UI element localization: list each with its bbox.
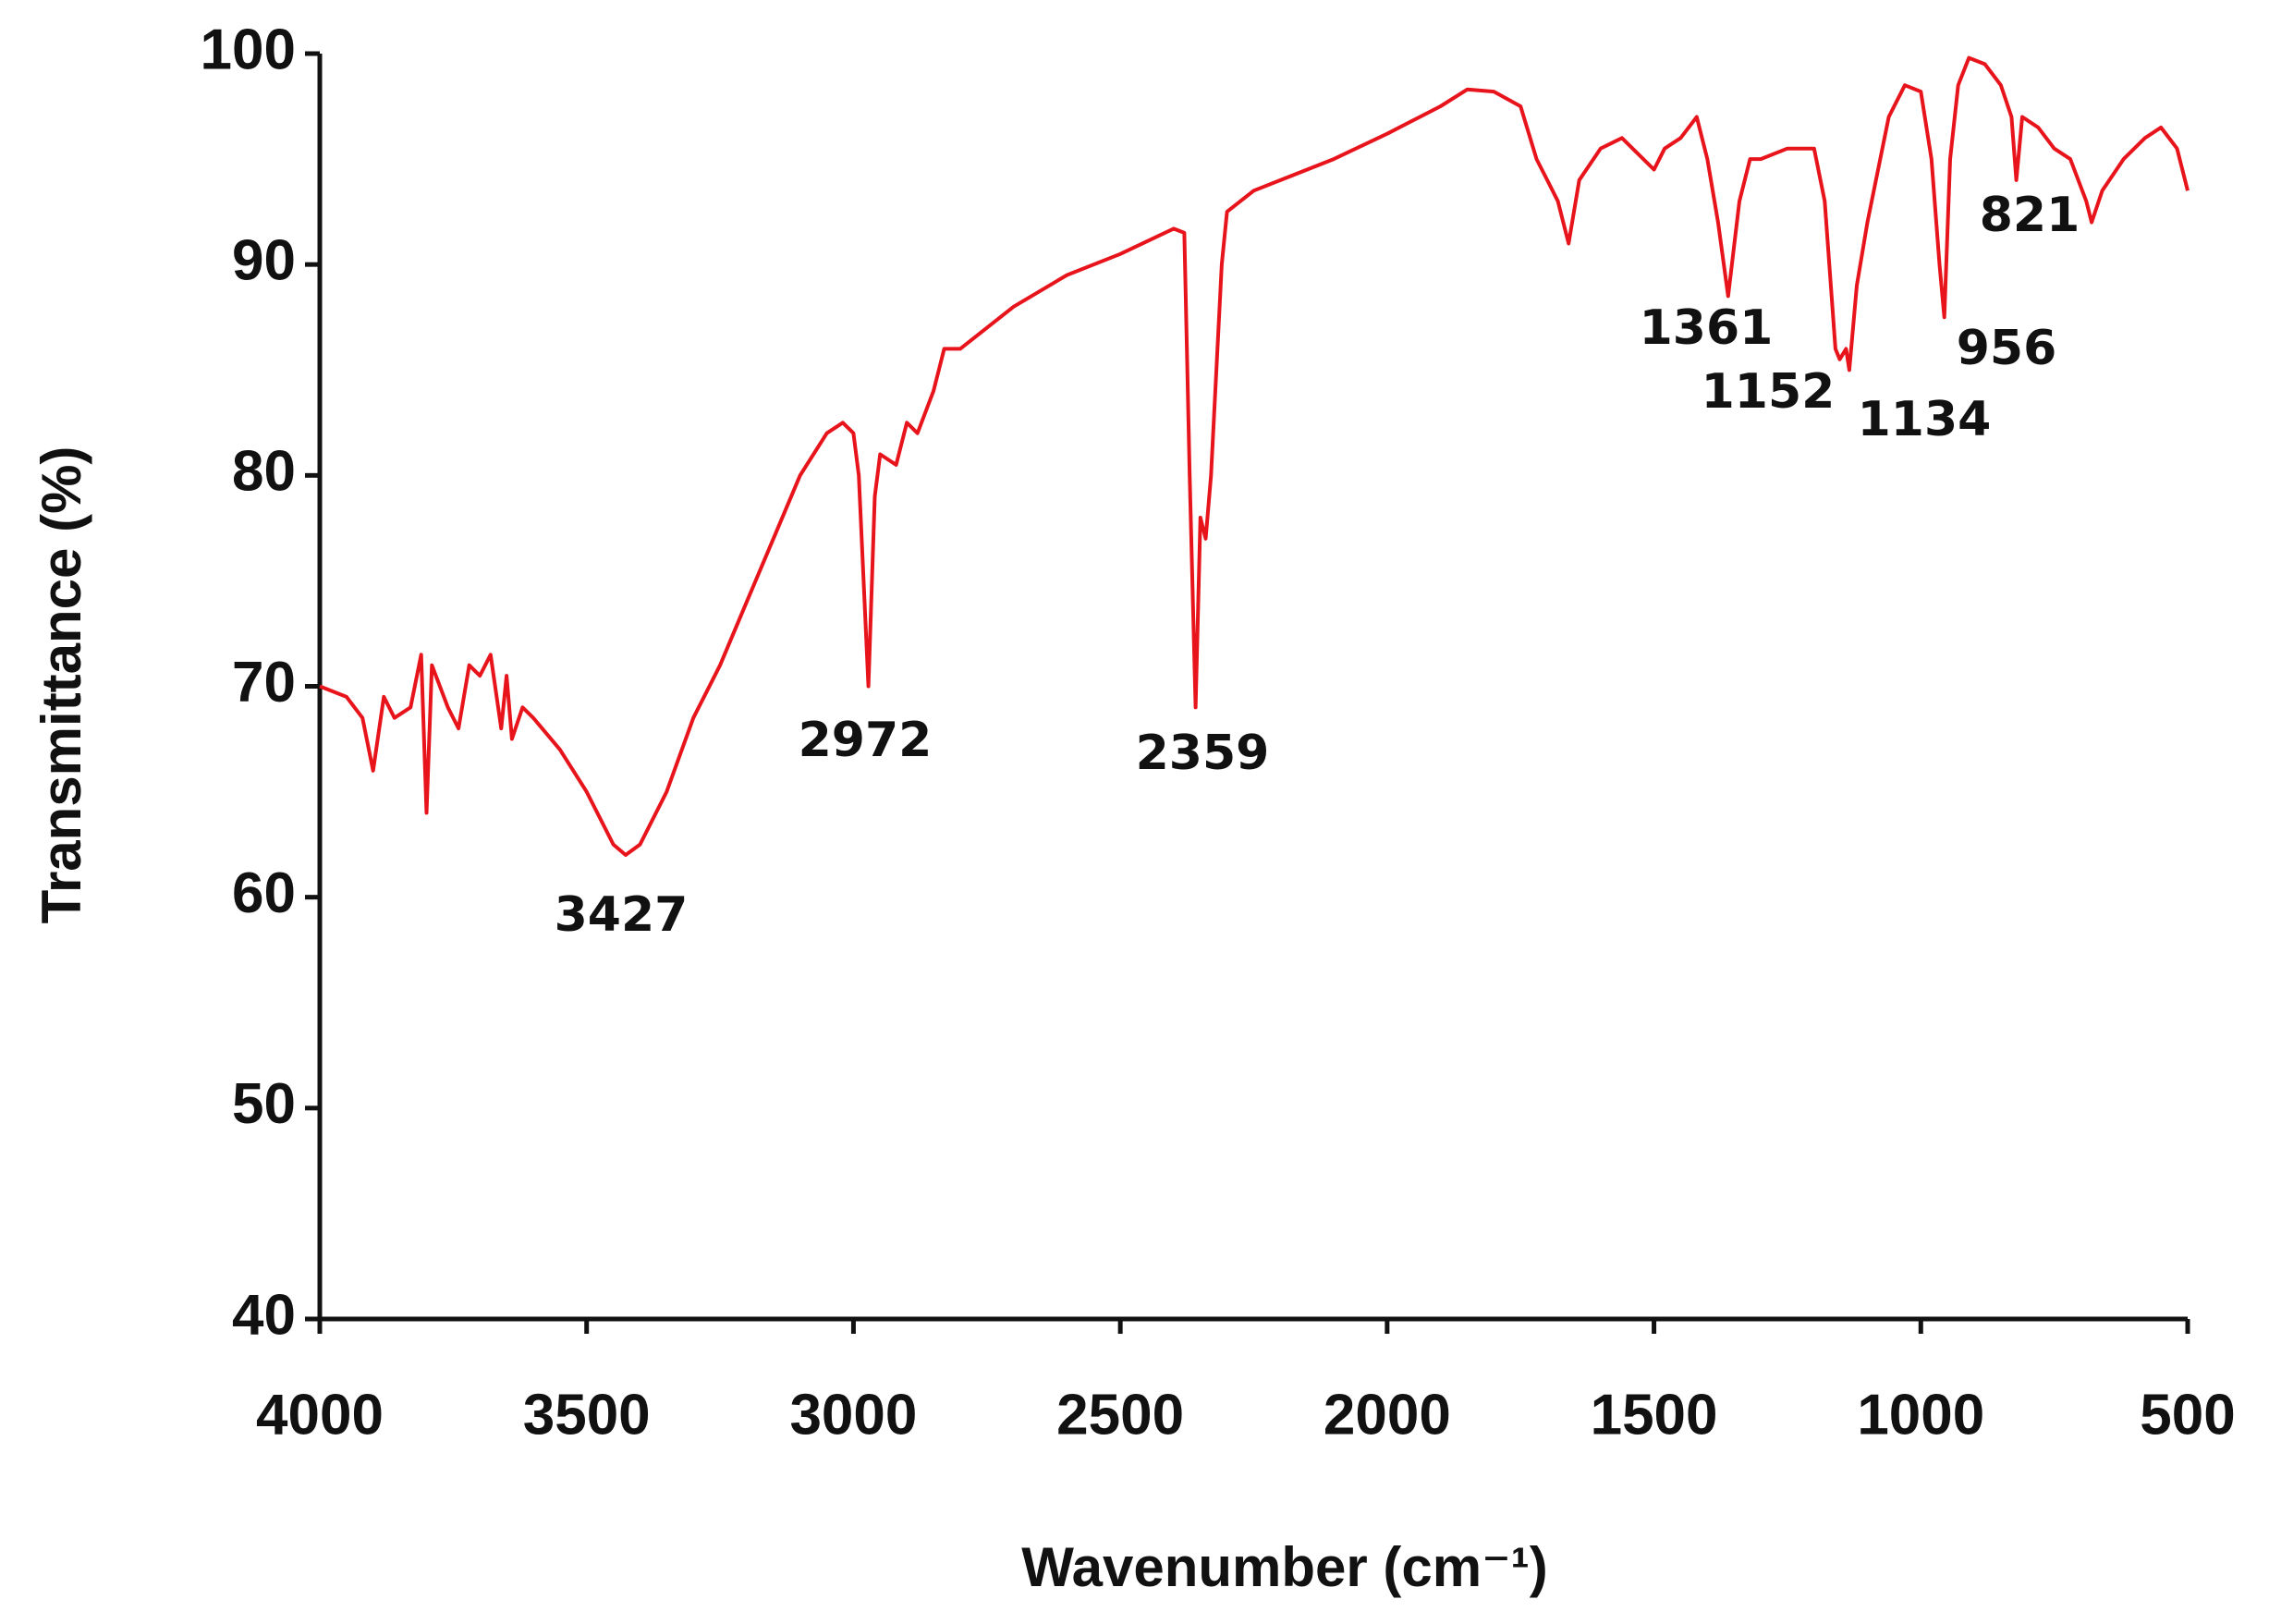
peak-label: 2359 [1136,726,1270,781]
peak-label: 1134 [1858,392,1992,447]
y-axis-title: Transmittance (%) [30,446,92,924]
x-tick-label: 3000 [789,1383,917,1447]
x-tick-label: 500 [2140,1383,2235,1447]
peak-label: 956 [1957,321,2057,376]
peak-label: 3427 [555,887,689,943]
y-tick-label: 80 [232,440,296,504]
peak-label: 821 [1980,188,2080,243]
x-tick-label: 1000 [1857,1383,1984,1447]
x-tick-label: 4000 [256,1383,384,1447]
y-tick-label: 50 [232,1072,296,1136]
x-tick-label: 3500 [523,1383,651,1447]
y-tick-label: 40 [232,1283,296,1347]
y-tick-label: 90 [232,229,296,293]
y-tick-label: 60 [232,861,296,925]
x-tick-label: 2500 [1056,1383,1184,1447]
spectrum-line [319,55,2190,857]
y-tick-label: 100 [201,18,296,81]
peak-label: 2972 [799,713,933,768]
x-tick-label: 2000 [1324,1383,1451,1447]
peak-label: 1152 [1702,364,1836,420]
x-tick-label: 1500 [1591,1383,1718,1447]
y-tick-label: 70 [232,651,296,714]
peak-label: 1361 [1640,300,1774,356]
x-axis-title: Wavenumber (cm⁻¹) [1021,1536,1548,1598]
